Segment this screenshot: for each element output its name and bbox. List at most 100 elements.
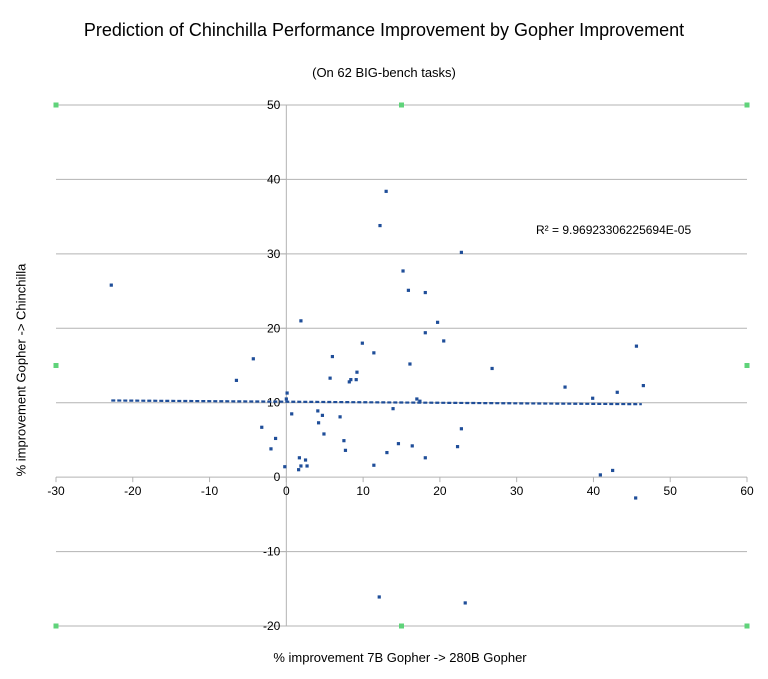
data-point (303, 458, 308, 462)
resize-handle[interactable] (399, 623, 404, 629)
data-point (435, 320, 440, 324)
data-point (342, 439, 346, 443)
x-tick-label: 10 (356, 484, 370, 498)
data-point (455, 445, 460, 449)
data-point (330, 354, 334, 359)
data-point (415, 397, 419, 401)
data-point (338, 415, 342, 419)
y-axis-title: % improvement Gopher -> Chinchilla (13, 263, 29, 477)
trendline-group (111, 399, 642, 406)
data-point (378, 223, 382, 228)
data-point (423, 331, 427, 335)
resize-handle[interactable] (744, 363, 750, 368)
x-tick-label: -10 (201, 484, 219, 498)
x-axis-title: % improvement 7B Gopher -> 280B Gopher (273, 650, 527, 665)
data-point (284, 397, 288, 401)
resize-handle[interactable] (744, 102, 750, 108)
data-point (490, 366, 494, 371)
data-point (299, 464, 303, 468)
data-point (316, 409, 320, 413)
data-point (260, 425, 264, 429)
data-point (459, 250, 463, 254)
data-point (305, 464, 309, 468)
data-point (634, 496, 638, 500)
resize-handle[interactable] (53, 363, 59, 368)
x-tick-label: 30 (510, 484, 524, 498)
data-point (598, 473, 602, 477)
axes (55, 104, 748, 627)
data-point (591, 396, 595, 400)
x-tick-label: -20 (124, 484, 142, 498)
chart-title: Prediction of Chinchilla Performance Imp… (83, 20, 685, 40)
data-point (641, 383, 645, 388)
data-point (234, 378, 239, 382)
data-point (396, 442, 401, 446)
data-point (297, 456, 301, 460)
data-point (109, 283, 113, 287)
data-point (408, 362, 412, 366)
data-point (563, 385, 567, 389)
data-point (423, 290, 427, 295)
y-tick-label: -10 (263, 545, 281, 559)
data-point (349, 378, 353, 382)
data-point (290, 412, 294, 416)
data-point (372, 351, 376, 355)
data-point (354, 378, 358, 382)
data-point (347, 380, 351, 384)
data-point (283, 465, 287, 469)
data-point (285, 391, 289, 395)
data-point (442, 339, 446, 343)
y-tick-label: 0 (274, 470, 281, 484)
data-point (316, 421, 321, 425)
y-tick-label: 20 (267, 321, 281, 335)
data-point (615, 390, 619, 394)
data-point (391, 407, 395, 411)
data-point (320, 413, 325, 417)
data-point (322, 432, 326, 436)
data-point (273, 436, 278, 441)
data-point (343, 448, 348, 452)
resize-handle[interactable] (399, 102, 404, 108)
selection-handles[interactable] (53, 102, 750, 629)
r-squared-label: R² = 9.96923306225694E-05 (536, 223, 691, 237)
data-point (360, 341, 364, 345)
data-point (355, 370, 359, 374)
resize-handle[interactable] (744, 623, 750, 629)
y-tick-label: -20 (263, 619, 281, 633)
data-point (385, 450, 389, 455)
data-point (269, 447, 273, 451)
resize-handle[interactable] (53, 623, 59, 629)
data-point (297, 468, 301, 472)
x-tick-label: 20 (433, 484, 447, 498)
gridlines (56, 104, 747, 627)
x-tick-label: -30 (47, 484, 65, 498)
data-point (463, 601, 467, 605)
data-point (410, 444, 414, 448)
data-point (611, 468, 615, 473)
x-tick-label: 60 (740, 484, 754, 498)
trendline (111, 399, 642, 406)
x-tick-label: 50 (664, 484, 678, 498)
y-tick-label: 30 (267, 247, 281, 261)
data-point (372, 463, 376, 467)
x-tick-label: 0 (283, 484, 290, 498)
data-points (109, 189, 645, 605)
y-tick-label: 50 (267, 98, 281, 112)
data-point (459, 427, 463, 431)
data-point (377, 595, 381, 599)
data-point (423, 456, 427, 460)
data-point (251, 357, 255, 361)
x-tick-label: 40 (587, 484, 601, 498)
data-point (384, 189, 388, 193)
data-point (401, 269, 405, 273)
data-point (418, 399, 422, 403)
data-point (406, 288, 411, 292)
chart-subtitle: (On 62 BIG-bench tasks) (312, 65, 456, 80)
data-point (299, 319, 303, 323)
resize-handle[interactable] (53, 102, 59, 108)
y-tick-label: 40 (267, 172, 281, 186)
data-point (634, 344, 639, 348)
data-point (328, 376, 332, 380)
